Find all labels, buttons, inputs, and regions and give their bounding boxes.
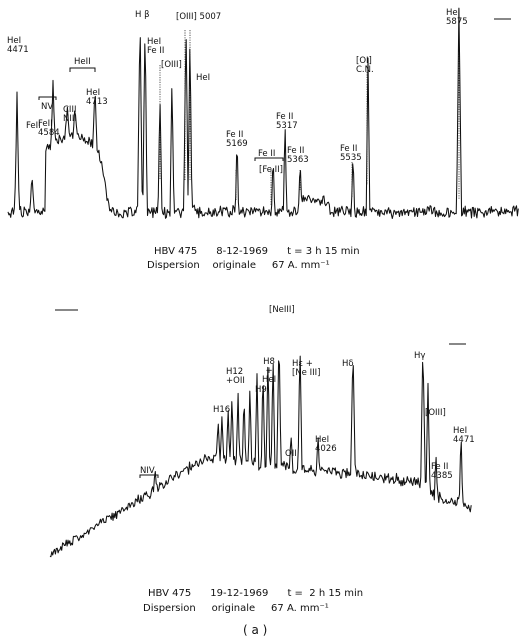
- label-heii-4713: HeI 4713: [86, 88, 108, 107]
- label-feii-a: FeII: [26, 121, 41, 131]
- label-hei-4471-b: HeI 4471: [453, 426, 475, 445]
- spectrum-trace-bottom: [49, 355, 472, 558]
- label-nv: NV: [41, 102, 54, 112]
- spectrum-trace-top: [7, 7, 519, 220]
- label-feii-5317: Fe II 5317: [276, 112, 298, 131]
- bracket-feii: [254, 157, 284, 161]
- label-hei-4471: HeI 4471: [7, 36, 29, 55]
- label-heps: Hε + [Ne III]: [292, 359, 321, 378]
- label-hgamma: Hγ: [414, 351, 426, 361]
- caption-bottom-line2: Dispersion originale 67 A. mm⁻¹: [143, 603, 329, 614]
- label-hei-feii: HeI Fe II: [147, 37, 165, 56]
- label-feii-5363: Fe II 5363: [287, 146, 309, 165]
- label-feii-5535: Fe II 5535: [340, 144, 362, 163]
- caption-top-line1: HBV 475 8-12-1969 t = 3 h 15 min: [154, 246, 360, 257]
- label-hei-5015: HeI: [196, 73, 211, 83]
- label-ciii-niii: CIII NIII: [63, 105, 77, 124]
- label-oiii-5007: [OIII] 5007: [176, 12, 222, 22]
- label-feii-forb: [Fe II]: [259, 165, 284, 175]
- label-hbeta: H β: [135, 10, 150, 20]
- label-oiii-4959: [OIII]: [161, 60, 182, 70]
- bracket-nv: [38, 96, 57, 100]
- label-feii-bracket: Fe II: [258, 149, 276, 159]
- label-niv-bracket: NIV: [140, 466, 155, 476]
- label-h12: H12 +OII: [226, 367, 245, 386]
- label-oi-cn: [OI] C.N.: [356, 56, 374, 75]
- panel-letter: ( a ): [243, 623, 268, 637]
- caption-top-line2: Dispersion originale 67 A. mm⁻¹: [147, 260, 330, 271]
- label-hei-5875: HeI 5875: [446, 8, 468, 27]
- label-feii-4584: FeII 4584: [38, 119, 60, 138]
- label-neiii-top: [NeIII]: [269, 305, 295, 315]
- bracket-heii: [69, 67, 96, 72]
- label-hei-4026: HeI 4026: [315, 435, 337, 454]
- label-oii: OII: [285, 449, 297, 459]
- label-feii-5169: Fe II 5169: [226, 130, 248, 149]
- label-feii-4385: Fe II 4385: [431, 462, 453, 481]
- bracket-nive: [139, 474, 159, 478]
- label-h16: H16: [213, 405, 231, 415]
- label-h9: H9: [255, 385, 267, 395]
- label-heii-bracket: HeII: [74, 57, 91, 67]
- label-hdelta: Hδ: [342, 359, 354, 369]
- label-oiii-4363: [OIII]: [425, 408, 446, 418]
- label-h8: H8 + HeI: [262, 357, 277, 385]
- caption-bottom-line1: HBV 475 19-12-1969 t = 2 h 15 min: [148, 588, 364, 599]
